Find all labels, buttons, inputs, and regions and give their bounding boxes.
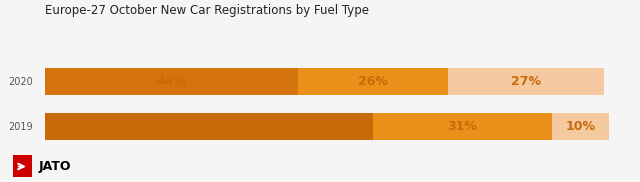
FancyBboxPatch shape <box>13 155 32 177</box>
Bar <box>448 68 604 95</box>
Text: 26%: 26% <box>358 75 388 88</box>
Bar <box>373 114 552 140</box>
Bar <box>298 68 448 95</box>
Text: 10%: 10% <box>566 120 595 133</box>
Text: Europe-27 October New Car Registrations by Fuel Type: Europe-27 October New Car Registrations … <box>45 4 369 17</box>
Bar <box>552 114 609 140</box>
Text: 2020: 2020 <box>8 77 33 87</box>
Text: 2019: 2019 <box>9 122 33 132</box>
Text: 44%: 44% <box>157 75 186 88</box>
Text: JATO: JATO <box>38 160 71 173</box>
Bar <box>45 68 298 95</box>
Text: 57%: 57% <box>194 120 224 133</box>
Bar <box>45 114 373 140</box>
Text: 31%: 31% <box>447 120 477 133</box>
Text: 27%: 27% <box>511 75 541 88</box>
